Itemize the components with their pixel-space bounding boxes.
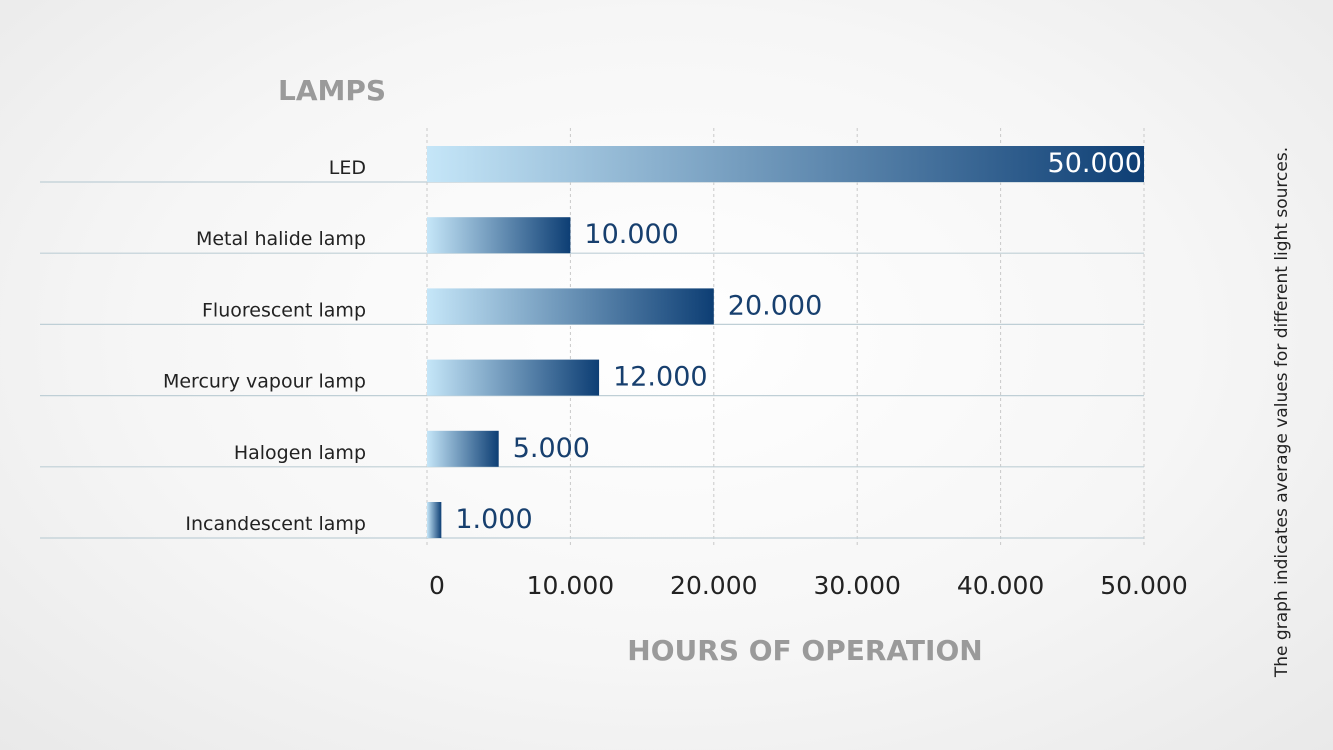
bar-value-label: 12.000 — [613, 362, 707, 393]
x-tick-label: 40.000 — [957, 571, 1044, 600]
x-tick-label: 0 — [429, 571, 445, 600]
x-tick-label: 20.000 — [670, 571, 757, 600]
bar — [427, 359, 600, 396]
category-label: LED — [329, 157, 366, 179]
x-tick-label: 50.000 — [1100, 571, 1187, 600]
y-axis-title: LAMPS — [278, 74, 386, 107]
bar — [427, 146, 1144, 182]
bar — [427, 288, 714, 325]
bar — [427, 502, 442, 538]
side-note: The graph indicates average values for d… — [1272, 147, 1292, 678]
x-axis-title: HOURS OF OPERATION — [627, 634, 982, 667]
bar-value-label: 10.000 — [584, 219, 678, 250]
bar-value-label: 50.000 — [1048, 148, 1142, 179]
category-rows: LED 50.000 Metal halide lamp 10.000 Fluoresc… — [40, 146, 1144, 539]
category-label: Metal halide lamp — [196, 228, 366, 250]
bar — [427, 217, 571, 254]
category-label: Halogen lamp — [234, 442, 366, 464]
bar — [427, 430, 499, 467]
bar-value-label: 20.000 — [728, 290, 822, 321]
bar-value-label: 1.000 — [455, 504, 532, 535]
x-axis-ticks: 0 10.000 20.000 30.000 40.000 50.000 — [429, 571, 1188, 600]
x-tick-label: 10.000 — [527, 571, 614, 600]
category-label: Incandescent lamp — [185, 513, 366, 535]
x-tick-label: 30.000 — [813, 571, 900, 600]
bar-value-label: 5.000 — [513, 433, 590, 464]
category-label: Mercury vapour lamp — [163, 371, 366, 393]
gridlines — [426, 128, 1145, 545]
category-label: Fluorescent lamp — [202, 299, 366, 321]
